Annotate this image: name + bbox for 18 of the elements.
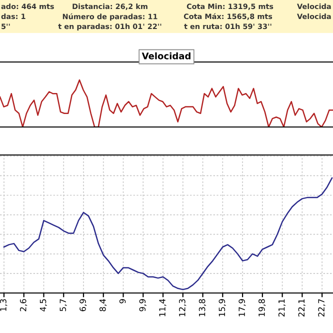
x-tick-label: 8,4: [99, 299, 107, 312]
x-tick-label: 6,9: [80, 299, 87, 312]
x-tick-label: 15,9: [218, 299, 226, 316]
x-tick-label: 4,5: [40, 299, 48, 312]
x-tick-label: 11,4: [159, 299, 166, 316]
x-tick-label: 5,7: [60, 299, 67, 312]
x-tick-label: 1,3: [0, 299, 8, 311]
x-tick-label: 9: [119, 299, 126, 304]
x-tick-label: 19,8: [258, 299, 266, 316]
x-tick-label: 17,9: [238, 299, 246, 316]
x-tick-label: 9,9: [139, 299, 146, 312]
x-tick-label: 22,7: [318, 299, 326, 316]
x-tick-label: 21,1: [278, 299, 286, 316]
x-tick-label: 2,6: [20, 299, 28, 312]
x-tick-label: 22,1: [298, 299, 306, 316]
x-tick-label: 12,3: [179, 299, 186, 316]
chart-title: Velocidad: [142, 52, 190, 60]
x-tick-label: 13,8: [198, 299, 206, 316]
